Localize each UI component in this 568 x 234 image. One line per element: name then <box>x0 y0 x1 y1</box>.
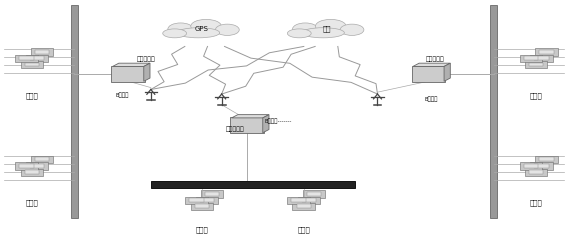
FancyBboxPatch shape <box>535 48 558 56</box>
Ellipse shape <box>315 19 346 33</box>
FancyBboxPatch shape <box>19 164 34 168</box>
Text: 时间服务器: 时间服务器 <box>137 57 156 62</box>
FancyBboxPatch shape <box>534 56 549 60</box>
FancyBboxPatch shape <box>490 5 498 218</box>
FancyBboxPatch shape <box>293 203 315 210</box>
Polygon shape <box>144 63 150 81</box>
FancyBboxPatch shape <box>195 197 218 204</box>
Text: 客户机: 客户机 <box>26 200 38 206</box>
Text: 时间服务器: 时间服务器 <box>426 57 445 62</box>
FancyBboxPatch shape <box>534 164 549 168</box>
Ellipse shape <box>215 24 239 35</box>
FancyBboxPatch shape <box>307 192 321 196</box>
FancyBboxPatch shape <box>35 50 49 54</box>
FancyBboxPatch shape <box>530 162 553 170</box>
FancyBboxPatch shape <box>111 66 145 82</box>
FancyBboxPatch shape <box>298 197 320 204</box>
FancyBboxPatch shape <box>35 157 49 161</box>
Polygon shape <box>263 115 269 133</box>
Ellipse shape <box>163 29 186 38</box>
FancyBboxPatch shape <box>520 55 542 62</box>
FancyBboxPatch shape <box>412 66 445 82</box>
FancyBboxPatch shape <box>190 203 213 210</box>
FancyBboxPatch shape <box>520 162 542 170</box>
FancyBboxPatch shape <box>539 50 554 54</box>
Ellipse shape <box>340 24 364 35</box>
FancyBboxPatch shape <box>525 61 548 68</box>
FancyBboxPatch shape <box>31 48 53 56</box>
Text: B码接口: B码接口 <box>116 92 129 98</box>
Ellipse shape <box>168 23 193 35</box>
FancyBboxPatch shape <box>524 164 538 168</box>
FancyBboxPatch shape <box>30 164 44 168</box>
Text: 客户机: 客户机 <box>530 200 542 206</box>
Ellipse shape <box>287 29 311 38</box>
FancyBboxPatch shape <box>24 62 39 66</box>
FancyBboxPatch shape <box>24 170 39 174</box>
Text: 客户机: 客户机 <box>26 92 38 99</box>
Ellipse shape <box>293 23 318 35</box>
Ellipse shape <box>177 28 220 38</box>
Text: B码接口-------: B码接口------- <box>264 118 291 124</box>
FancyBboxPatch shape <box>26 55 48 62</box>
FancyBboxPatch shape <box>19 56 34 60</box>
Text: 客户机: 客户机 <box>298 226 310 233</box>
Ellipse shape <box>302 28 344 38</box>
FancyBboxPatch shape <box>189 198 204 202</box>
FancyBboxPatch shape <box>199 198 214 202</box>
FancyBboxPatch shape <box>296 204 311 208</box>
Polygon shape <box>413 63 450 66</box>
FancyBboxPatch shape <box>15 55 38 62</box>
FancyBboxPatch shape <box>26 162 48 170</box>
FancyBboxPatch shape <box>204 192 219 196</box>
Text: GPS: GPS <box>195 26 209 32</box>
FancyBboxPatch shape <box>15 162 38 170</box>
Text: 时间服务器: 时间服务器 <box>225 126 244 132</box>
FancyBboxPatch shape <box>530 55 553 62</box>
FancyBboxPatch shape <box>302 198 316 202</box>
FancyBboxPatch shape <box>539 157 554 161</box>
FancyBboxPatch shape <box>231 117 264 133</box>
FancyBboxPatch shape <box>185 197 208 204</box>
FancyBboxPatch shape <box>20 168 43 176</box>
FancyBboxPatch shape <box>151 181 355 188</box>
Text: 客户机: 客户机 <box>530 92 542 99</box>
Text: 客户机: 客户机 <box>195 226 208 233</box>
Polygon shape <box>232 115 269 118</box>
Polygon shape <box>444 63 450 81</box>
FancyBboxPatch shape <box>194 204 209 208</box>
FancyBboxPatch shape <box>525 168 548 176</box>
FancyBboxPatch shape <box>31 156 53 163</box>
Text: 北斗: 北斗 <box>322 26 331 33</box>
FancyBboxPatch shape <box>303 190 325 197</box>
FancyBboxPatch shape <box>70 5 78 218</box>
FancyBboxPatch shape <box>291 198 306 202</box>
FancyBboxPatch shape <box>287 197 310 204</box>
FancyBboxPatch shape <box>201 190 223 197</box>
FancyBboxPatch shape <box>20 61 43 68</box>
Text: B码接口: B码接口 <box>425 97 438 102</box>
Ellipse shape <box>191 19 222 33</box>
FancyBboxPatch shape <box>524 56 538 60</box>
Polygon shape <box>112 63 150 66</box>
FancyBboxPatch shape <box>30 56 44 60</box>
FancyBboxPatch shape <box>529 62 544 66</box>
FancyBboxPatch shape <box>529 170 544 174</box>
FancyBboxPatch shape <box>535 156 558 163</box>
